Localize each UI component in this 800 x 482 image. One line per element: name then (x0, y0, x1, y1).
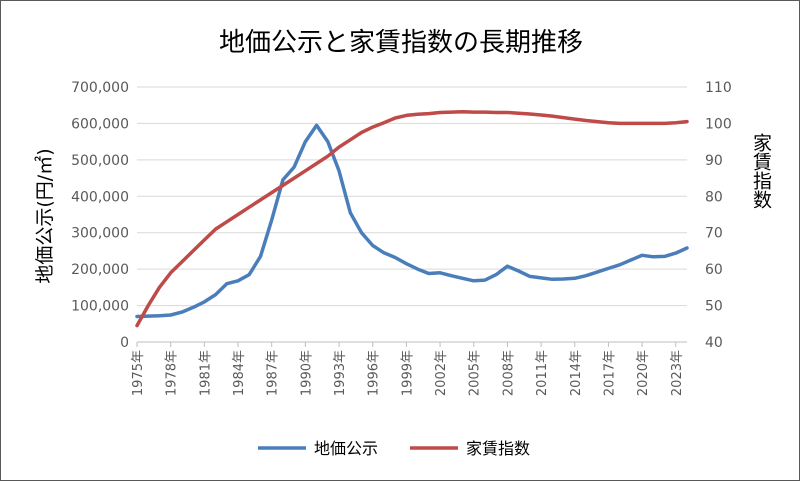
y-tick-left-label: 0 (120, 335, 129, 351)
x-tick-label: 2002年 (434, 350, 449, 396)
y-tick-right-label: 100 (705, 116, 732, 132)
legend: 地価公示 家賃指数 (258, 439, 530, 458)
gridlines (137, 86, 687, 343)
x-axis-ticks: 1975年 1978年 1981年 1984年 1987年 1990年 1993年 1996年… (131, 342, 685, 396)
x-tick-label: 2023年 (670, 350, 685, 396)
y-axis-right-ticks: 40 50 60 70 80 90 100 110 (705, 80, 732, 351)
y-tick-left-label: 200,000 (71, 262, 129, 278)
x-tick-label: 2017年 (602, 350, 617, 396)
chart-title: 地価公示と家賃指数の長期推移 (219, 28, 583, 58)
y-tick-right-label: 60 (705, 262, 723, 278)
y-tick-left-label: 300,000 (71, 226, 129, 242)
x-tick-label: 2008年 (501, 350, 516, 396)
y-tick-right-label: 90 (705, 153, 723, 169)
legend-label-rent-index: 家賃指数 (466, 439, 530, 458)
x-tick-label: 1993年 (333, 350, 348, 396)
y-tick-left-label: 600,000 (71, 116, 129, 132)
y-tick-left-label: 700,000 (71, 80, 129, 96)
y-tick-right-label: 70 (705, 226, 723, 242)
series-line-rent-index (135, 110, 689, 328)
x-tick-label: 1987年 (266, 350, 281, 396)
y-axis-right-label: 家賃指数 (750, 133, 772, 209)
x-tick-label: 1990年 (299, 350, 314, 396)
legend-label-land-price: 地価公示 (314, 439, 378, 458)
x-tick-label: 1978年 (165, 350, 180, 396)
x-tick-label: 1981年 (198, 350, 213, 396)
x-tick-label: 2005年 (468, 350, 483, 396)
y-tick-right-label: 110 (705, 80, 732, 96)
x-tick-label: 2014年 (569, 350, 584, 396)
series-line-land-price (135, 123, 689, 319)
x-tick-label: 2020年 (636, 350, 651, 396)
y-tick-left-label: 500,000 (71, 153, 129, 169)
y-tick-right-label: 80 (705, 189, 723, 205)
x-tick-label: 1996年 (367, 350, 382, 396)
x-tick-label: 2011年 (535, 350, 550, 396)
x-tick-label: 1999年 (400, 350, 415, 396)
y-tick-right-label: 40 (705, 335, 723, 351)
x-tick-label: 1975年 (131, 350, 146, 396)
y-axis-left-label: 地価公示(円/㎡) (33, 148, 56, 283)
x-tick-label: 1984年 (232, 350, 247, 396)
y-tick-right-label: 50 (705, 299, 723, 315)
y-axis-left-ticks: 0 100,000 200,000 300,000 400,000 500,000 600,… (71, 80, 129, 351)
y-tick-left-label: 400,000 (71, 189, 129, 205)
y-tick-left-label: 100,000 (71, 299, 129, 315)
